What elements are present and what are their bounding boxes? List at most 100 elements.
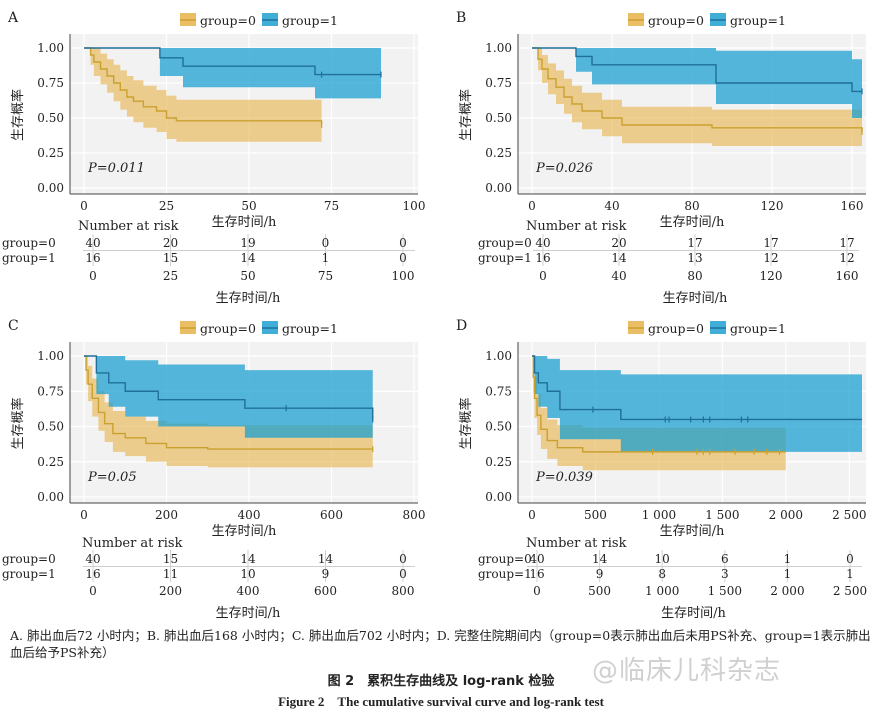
risk-count: 20 bbox=[163, 236, 178, 250]
risk-count: 0 bbox=[399, 236, 407, 250]
x-tick-label: 2 000 bbox=[769, 508, 803, 522]
risk-x-axis-label: 生存时间/h bbox=[663, 291, 728, 306]
risk-count: 9 bbox=[322, 567, 330, 581]
ci-band-group1 bbox=[532, 356, 862, 452]
risk-count: 15 bbox=[163, 552, 178, 566]
x-tick-label: 0 bbox=[528, 508, 536, 522]
risk-x-tick-label: 2 000 bbox=[770, 584, 804, 598]
risk-x-tick-label: 50 bbox=[240, 269, 255, 283]
legend-label: group=0 bbox=[648, 13, 704, 28]
y-tick-label: 0.25 bbox=[485, 146, 512, 160]
survival-curve-group0 bbox=[532, 355, 786, 453]
ci-band-group1 bbox=[84, 48, 381, 99]
x-tick-label: 600 bbox=[320, 508, 343, 522]
y-tick-label: 0.75 bbox=[485, 384, 512, 398]
x-tick-label: 500 bbox=[584, 508, 607, 522]
x-tick-label: 80 bbox=[684, 199, 699, 213]
risk-x-tick-label: 400 bbox=[237, 584, 260, 598]
y-tick-label: 0.25 bbox=[37, 455, 64, 469]
risk-x-axis-label: 生存时间/h bbox=[216, 291, 281, 306]
legend-label: group=0 bbox=[200, 321, 256, 336]
risk-count: 1 bbox=[322, 251, 330, 265]
risk-count: 0 bbox=[322, 236, 330, 250]
y-tick-label: 0.50 bbox=[37, 111, 64, 125]
risk-count: 0 bbox=[399, 552, 407, 566]
risk-count: 3 bbox=[721, 567, 729, 581]
risk-count: 15 bbox=[163, 251, 178, 265]
risk-count: 40 bbox=[529, 552, 544, 566]
risk-count: 1 bbox=[846, 567, 854, 581]
x-tick-label: 400 bbox=[238, 508, 261, 522]
panel-letter: A bbox=[7, 10, 19, 26]
x-axis-label: 生存时间/h bbox=[212, 215, 277, 230]
x-tick-label: 0 bbox=[528, 199, 536, 213]
risk-row-label: group=0 bbox=[478, 552, 532, 566]
survival-curve-group1 bbox=[84, 47, 381, 76]
risk-count: 40 bbox=[535, 236, 550, 250]
panel-letter: D bbox=[456, 318, 467, 334]
x-tick-label: 1 500 bbox=[705, 508, 739, 522]
risk-x-tick-label: 0 bbox=[539, 269, 547, 283]
legend-label: group=0 bbox=[200, 13, 256, 28]
chart-panel-c: C0.000.250.500.751.000 200 400 600 800生存概率生存… bbox=[2, 318, 425, 621]
y-tick-label: 0.50 bbox=[485, 111, 512, 125]
x-tick-label: 1 000 bbox=[642, 508, 676, 522]
x-tick-label: 100 bbox=[403, 199, 426, 213]
survival-curve-group1 bbox=[84, 355, 374, 420]
y-tick-label: 0.00 bbox=[37, 181, 64, 195]
risk-count: 16 bbox=[529, 567, 544, 581]
x-tick-label: 800 bbox=[403, 508, 426, 522]
risk-count: 10 bbox=[655, 552, 670, 566]
x-tick-label: 2 500 bbox=[832, 508, 866, 522]
y-tick-label: 0.00 bbox=[485, 181, 512, 195]
risk-count: 6 bbox=[721, 552, 729, 566]
x-tick-label: 200 bbox=[155, 508, 178, 522]
risk-count: 19 bbox=[240, 236, 255, 250]
risk-row-label: group=1 bbox=[478, 251, 532, 265]
y-tick-label: 0.00 bbox=[37, 490, 64, 504]
risk-count: 0 bbox=[846, 552, 854, 566]
survival-curve-group0 bbox=[532, 47, 863, 132]
chart-panel-a: A0.000.250.500.751.000 25 50 75 100生存概率生存时间/… bbox=[2, 10, 425, 306]
risk-count: 20 bbox=[611, 236, 626, 250]
y-tick-label: 0.00 bbox=[485, 490, 512, 504]
risk-count: 14 bbox=[611, 251, 627, 265]
risk-count: 17 bbox=[839, 236, 854, 250]
legend-label: group=1 bbox=[282, 13, 338, 28]
risk-x-tick-label: 120 bbox=[760, 269, 783, 283]
risk-x-tick-label: 800 bbox=[392, 584, 415, 598]
figure-caption: A. 肺出血后72 小时内；B. 肺出血后168 小时内；C. 肺出血后702 … bbox=[10, 628, 871, 660]
risk-table-title: Number at risk bbox=[82, 536, 183, 551]
y-tick-label: 0.75 bbox=[37, 76, 64, 90]
risk-count: 1 bbox=[784, 567, 792, 581]
y-axis-label: 生存概率 bbox=[10, 397, 26, 449]
risk-count: 10 bbox=[240, 567, 255, 581]
risk-count: 9 bbox=[596, 567, 604, 581]
risk-count: 40 bbox=[85, 552, 100, 566]
legend-label: group=1 bbox=[730, 13, 786, 28]
x-tick-label: 0 bbox=[80, 199, 88, 213]
chart-panel-b: B0.000.250.500.751.000 40 80 120 160生存概率生存时间… bbox=[456, 10, 866, 306]
risk-x-axis-label: 生存时间/h bbox=[661, 606, 726, 621]
risk-row-label: group=1 bbox=[2, 567, 56, 581]
x-tick-label: 75 bbox=[324, 199, 339, 213]
risk-x-tick-label: 200 bbox=[159, 584, 182, 598]
risk-x-tick-label: 2 500 bbox=[833, 584, 867, 598]
risk-row-label: group=0 bbox=[2, 552, 56, 566]
risk-count: 40 bbox=[85, 236, 100, 250]
risk-table-title: Number at risk bbox=[526, 536, 627, 551]
figure-title-chinese: 图 2 累积生存曲线及 log-rank 检验 bbox=[327, 674, 555, 689]
legend-label: group=1 bbox=[282, 321, 338, 336]
risk-count: 12 bbox=[839, 251, 854, 265]
risk-x-tick-label: 160 bbox=[836, 269, 859, 283]
risk-count: 13 bbox=[687, 251, 702, 265]
risk-count: 14 bbox=[240, 251, 256, 265]
risk-count: 12 bbox=[763, 251, 778, 265]
risk-x-tick-label: 75 bbox=[318, 269, 333, 283]
ci-band-group0 bbox=[84, 356, 373, 468]
survival-curve-group1 bbox=[532, 355, 862, 421]
y-tick-label: 1.00 bbox=[485, 41, 512, 55]
risk-x-tick-label: 40 bbox=[611, 269, 626, 283]
watermark-logo: @临床儿科杂志 bbox=[592, 656, 782, 686]
x-tick-label: 120 bbox=[761, 199, 784, 213]
